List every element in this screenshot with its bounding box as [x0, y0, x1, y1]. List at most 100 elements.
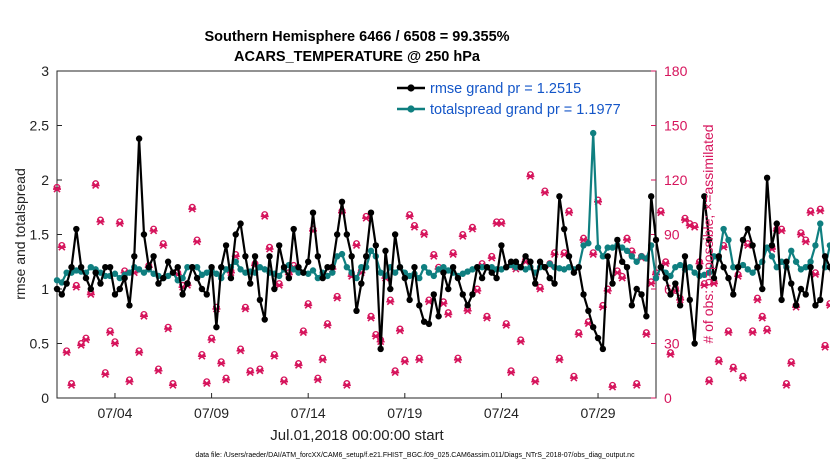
- obs-assimilated-point: [821, 343, 830, 351]
- obs-assimilated-point: [415, 356, 424, 364]
- obs-assimilated-point: [709, 279, 718, 288]
- rmse-point: [532, 280, 539, 287]
- totalspread-point: [184, 264, 191, 271]
- obs-assimilated-point: [623, 236, 632, 244]
- rmse-point: [247, 280, 254, 287]
- totalspread-point: [53, 277, 61, 284]
- rmse-point: [382, 247, 389, 255]
- obs-assimilated-point: [540, 189, 549, 197]
- obs-assimilated-point: [110, 339, 119, 348]
- rmse-point: [338, 198, 346, 205]
- obs-assimilated-point: [400, 358, 409, 366]
- rmse-point: [802, 291, 809, 298]
- totalspread-point: [309, 267, 317, 274]
- rmse-point: [826, 264, 830, 271]
- rmse-point: [401, 274, 409, 282]
- obs-assimilated-point: [294, 361, 303, 369]
- rmse-point: [517, 264, 524, 271]
- totalspread-point: [604, 244, 611, 251]
- totalspread-point: [338, 250, 346, 258]
- rmse-point: [102, 264, 109, 271]
- rmse-point: [295, 264, 302, 271]
- rmse-point: [131, 253, 138, 260]
- x-tick-label: 07/29: [581, 405, 616, 421]
- obs-assimilated-point: [782, 381, 791, 389]
- rmse-point: [778, 296, 785, 304]
- obs-assimilated-point: [81, 336, 90, 344]
- totalspread-point: [295, 269, 302, 276]
- obs-assimilated-point: [313, 376, 322, 384]
- totalspread-point: [826, 242, 830, 249]
- rmse-point: [266, 253, 273, 260]
- rmse-point: [367, 209, 375, 216]
- totalspread-point: [237, 266, 244, 273]
- rmse-point: [469, 291, 476, 298]
- rmse-point: [551, 280, 558, 287]
- totalspread-point: [116, 274, 123, 282]
- rmse-point: [763, 174, 771, 182]
- totalspread-point: [594, 244, 602, 251]
- obs-assimilated-point: [168, 381, 177, 389]
- rmse-point: [768, 242, 776, 249]
- rmse-point: [232, 231, 239, 238]
- totalspread-point: [87, 264, 95, 271]
- obs-assimilated-point: [67, 381, 76, 389]
- totalspread-point: [739, 261, 747, 269]
- rmse-point: [788, 280, 795, 287]
- y-axis-label-right: # of obs: o=possible; ×=assimilated: [700, 124, 716, 343]
- rmse-point: [449, 264, 457, 271]
- totalspread-point: [546, 260, 553, 268]
- obs-assimilated-point: [62, 349, 71, 357]
- rmse-point: [333, 231, 341, 238]
- totalspread-point: [802, 264, 809, 271]
- rmse-point: [358, 280, 365, 287]
- rmse-point: [271, 285, 278, 293]
- rmse-point: [140, 231, 148, 238]
- rmse-point: [121, 274, 128, 282]
- obs-assimilated-point: [164, 325, 173, 333]
- rmse-point: [734, 264, 742, 271]
- rmse-point: [174, 264, 181, 271]
- rmse-point: [256, 296, 264, 304]
- rmse-point: [507, 258, 515, 265]
- rmse-point: [87, 285, 95, 293]
- rmse-point: [773, 220, 780, 227]
- rmse-point: [179, 291, 186, 298]
- obs-assimilated-point: [154, 367, 163, 375]
- obs-assimilated-point: [420, 230, 429, 239]
- obs-assimilated-point: [487, 254, 496, 262]
- rmse-point: [68, 264, 75, 271]
- totalspread-point: [464, 268, 471, 275]
- rmse-point: [662, 274, 669, 282]
- obs-assimilated-point: [53, 185, 61, 193]
- rmse-series: [53, 135, 830, 353]
- rmse-point: [580, 291, 587, 298]
- rmse-point: [710, 274, 718, 282]
- rmse-point: [744, 225, 751, 233]
- obs-assimilated-point: [729, 365, 738, 373]
- obs-assimilated-point: [265, 245, 274, 253]
- totalspread-point: [377, 269, 384, 276]
- totalspread-point: [232, 258, 239, 265]
- obs-assimilated-point: [405, 212, 414, 220]
- obs-assimilated-point: [246, 369, 255, 377]
- obs-assimilated-point: [159, 241, 168, 249]
- totalspread-point: [97, 269, 104, 276]
- obs-assimilated-point: [366, 314, 375, 322]
- rmse-point: [82, 274, 90, 282]
- rmse-point: [169, 269, 177, 276]
- rmse-point: [425, 320, 433, 328]
- obs-assimilated-point: [299, 329, 308, 337]
- obs-assimilated-point: [453, 356, 462, 364]
- obs-assimilated-point: [410, 223, 419, 231]
- totalspread-point: [633, 258, 640, 265]
- obs-assimilated-point: [680, 216, 689, 224]
- rmse-point: [701, 193, 708, 200]
- rmse-point: [754, 264, 761, 271]
- y-tick-label-right: 30: [664, 336, 680, 352]
- rmse-point: [222, 242, 230, 249]
- chart-subtitle: ACARS_TEMPERATURE @ 250 hPa: [234, 49, 481, 65]
- totalspread-point: [140, 269, 148, 276]
- totalspread-point: [691, 269, 698, 276]
